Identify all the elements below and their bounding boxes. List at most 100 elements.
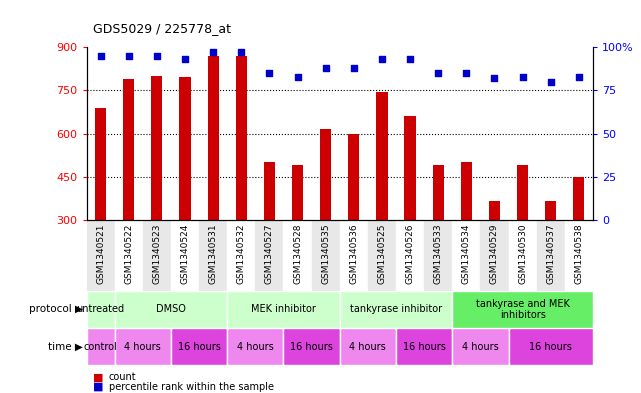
- Bar: [236, 56, 247, 220]
- Bar: [208, 56, 219, 220]
- Bar: [508, 47, 537, 291]
- Bar: [292, 165, 303, 220]
- Bar: [433, 165, 444, 220]
- Text: 16 hours: 16 hours: [290, 342, 333, 352]
- Text: GSM1340523: GSM1340523: [153, 224, 162, 284]
- Text: GSM1340529: GSM1340529: [490, 224, 499, 284]
- Point: [320, 65, 331, 71]
- Text: tankyrase inhibitor: tankyrase inhibitor: [350, 305, 442, 314]
- Text: 4 hours: 4 hours: [462, 342, 499, 352]
- Point: [264, 70, 274, 76]
- Bar: [95, 108, 106, 220]
- Point: [545, 79, 556, 85]
- Text: GSM1340536: GSM1340536: [349, 224, 358, 284]
- Bar: [348, 134, 360, 220]
- Point: [152, 53, 162, 59]
- Bar: [171, 47, 199, 291]
- Bar: [396, 47, 424, 291]
- Point: [236, 49, 246, 55]
- Text: tankyrase and MEK
inhibitors: tankyrase and MEK inhibitors: [476, 299, 570, 320]
- Text: control: control: [84, 342, 117, 352]
- Text: untreated: untreated: [76, 305, 124, 314]
- Bar: [227, 47, 255, 291]
- Text: 4 hours: 4 hours: [124, 342, 161, 352]
- Bar: [404, 116, 416, 220]
- Point: [405, 56, 415, 62]
- Bar: [453, 291, 593, 328]
- Bar: [179, 77, 190, 220]
- Point: [517, 73, 528, 80]
- Bar: [508, 328, 593, 365]
- Bar: [143, 47, 171, 291]
- Point: [292, 73, 303, 80]
- Text: GSM1340525: GSM1340525: [378, 224, 387, 284]
- Bar: [480, 47, 508, 291]
- Bar: [453, 47, 480, 291]
- Text: GSM1340522: GSM1340522: [124, 224, 133, 284]
- Text: GSM1340528: GSM1340528: [293, 224, 302, 284]
- Text: GSM1340526: GSM1340526: [406, 224, 415, 284]
- Text: protocol ▶: protocol ▶: [29, 305, 83, 314]
- Bar: [573, 177, 585, 220]
- Bar: [376, 92, 388, 220]
- Bar: [537, 47, 565, 291]
- Bar: [115, 328, 171, 365]
- Text: GSM1340521: GSM1340521: [96, 224, 105, 284]
- Bar: [453, 328, 508, 365]
- Point: [124, 53, 134, 59]
- Text: GSM1340538: GSM1340538: [574, 224, 583, 284]
- Text: time ▶: time ▶: [49, 342, 83, 352]
- Bar: [199, 47, 227, 291]
- Text: 4 hours: 4 hours: [349, 342, 387, 352]
- Bar: [517, 165, 528, 220]
- Bar: [283, 47, 312, 291]
- Bar: [283, 328, 340, 365]
- Text: percentile rank within the sample: percentile rank within the sample: [109, 382, 274, 392]
- Bar: [489, 201, 500, 220]
- Text: 16 hours: 16 hours: [178, 342, 221, 352]
- Text: GSM1340533: GSM1340533: [434, 224, 443, 284]
- Text: count: count: [109, 372, 137, 382]
- Bar: [227, 328, 283, 365]
- Bar: [396, 328, 453, 365]
- Text: GSM1340535: GSM1340535: [321, 224, 330, 284]
- Text: DMSO: DMSO: [156, 305, 186, 314]
- Bar: [461, 162, 472, 220]
- Text: 4 hours: 4 hours: [237, 342, 274, 352]
- Text: 16 hours: 16 hours: [529, 342, 572, 352]
- Bar: [227, 291, 340, 328]
- Text: GSM1340527: GSM1340527: [265, 224, 274, 284]
- Text: GSM1340532: GSM1340532: [237, 224, 246, 284]
- Bar: [123, 79, 135, 220]
- Bar: [424, 47, 453, 291]
- Text: ■: ■: [93, 372, 103, 382]
- Bar: [340, 291, 453, 328]
- Bar: [368, 47, 396, 291]
- Bar: [340, 47, 368, 291]
- Point: [433, 70, 444, 76]
- Point: [574, 73, 584, 80]
- Bar: [87, 291, 115, 328]
- Text: GDS5029 / 225778_at: GDS5029 / 225778_at: [93, 22, 231, 35]
- Point: [462, 70, 472, 76]
- Text: GSM1340530: GSM1340530: [518, 224, 527, 284]
- Text: GSM1340537: GSM1340537: [546, 224, 555, 284]
- Bar: [264, 162, 275, 220]
- Bar: [312, 47, 340, 291]
- Bar: [115, 47, 143, 291]
- Text: ■: ■: [93, 382, 103, 392]
- Text: GSM1340534: GSM1340534: [462, 224, 471, 284]
- Bar: [151, 76, 163, 220]
- Point: [96, 53, 106, 59]
- Bar: [255, 47, 283, 291]
- Bar: [565, 47, 593, 291]
- Bar: [340, 328, 396, 365]
- Text: GSM1340524: GSM1340524: [181, 224, 190, 284]
- Bar: [545, 201, 556, 220]
- Point: [349, 65, 359, 71]
- Bar: [87, 47, 115, 291]
- Text: GSM1340531: GSM1340531: [208, 224, 218, 284]
- Point: [180, 56, 190, 62]
- Bar: [87, 328, 115, 365]
- Bar: [320, 129, 331, 220]
